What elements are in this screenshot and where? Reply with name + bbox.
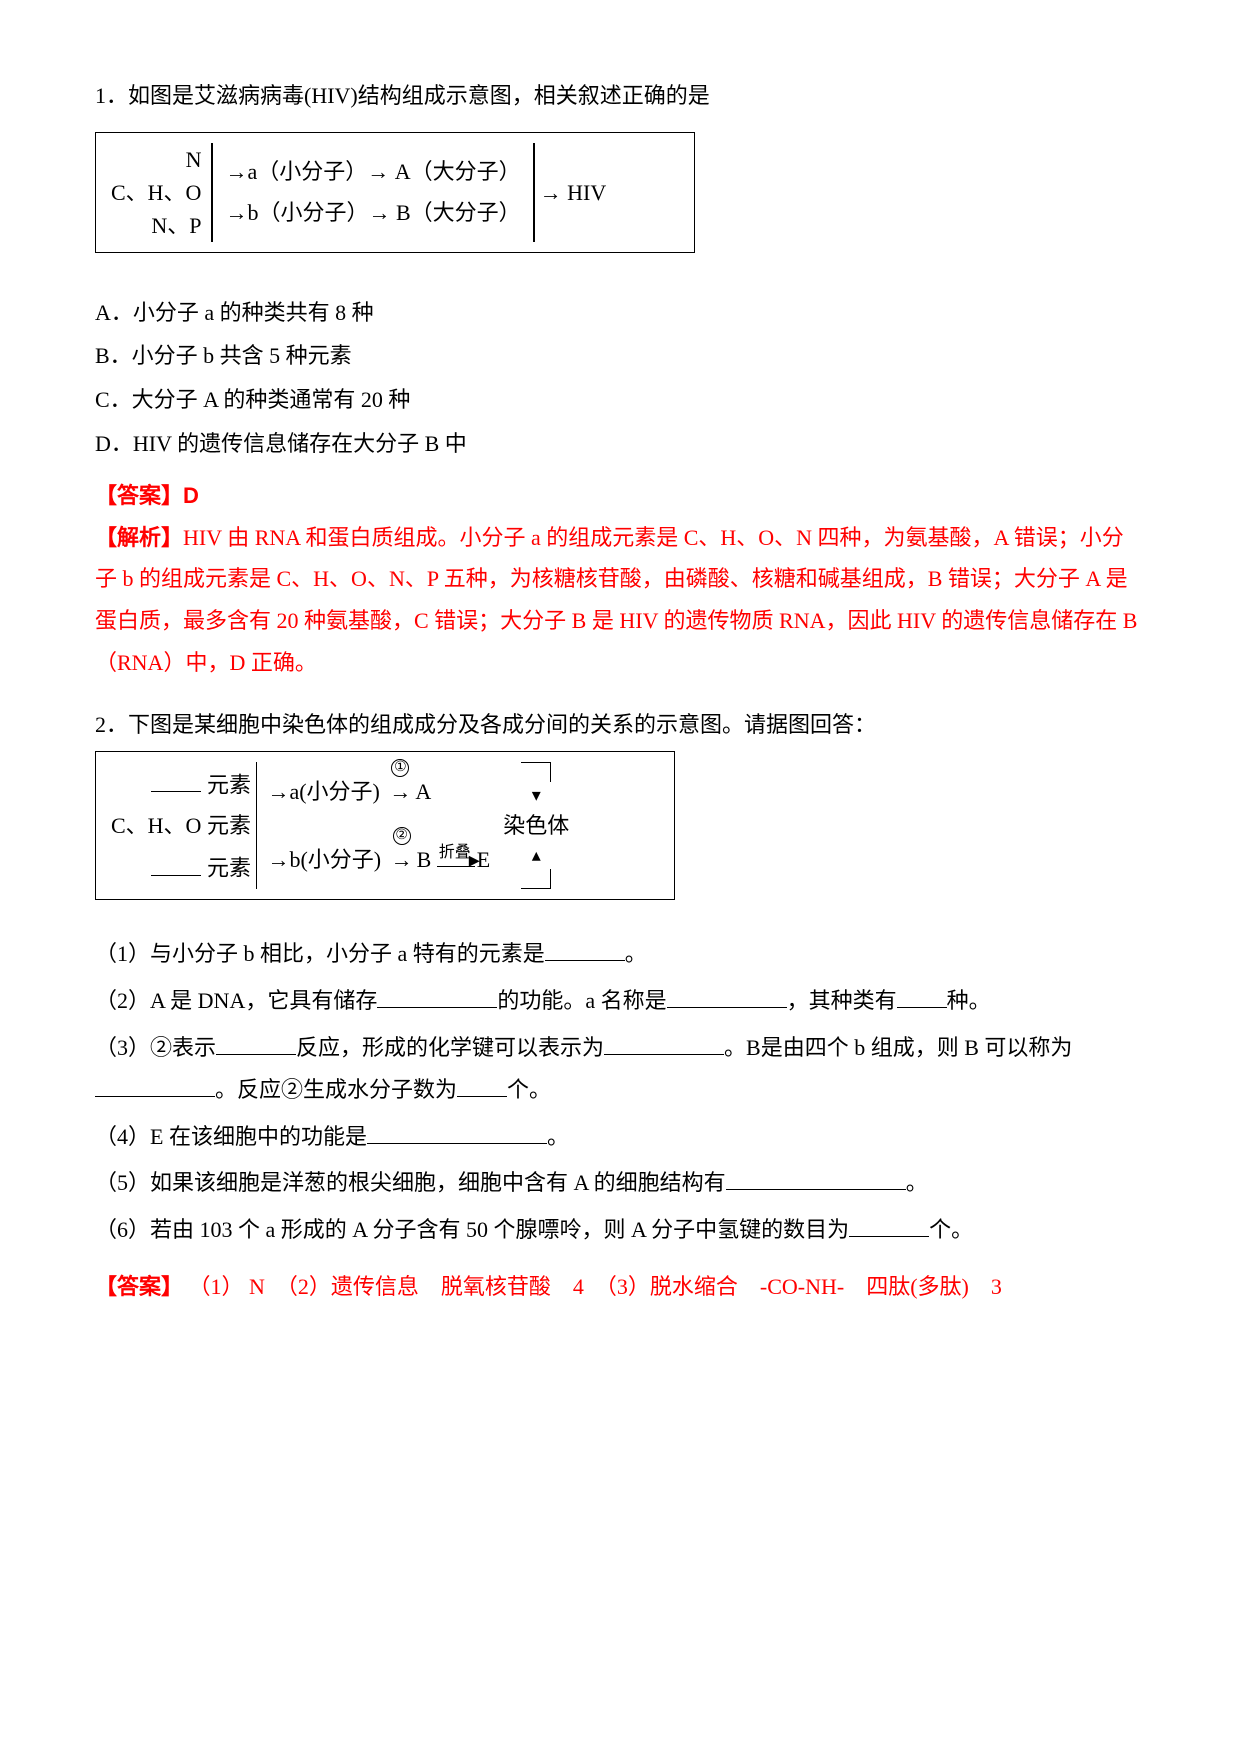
q2-answer-line: 【答案】 （1） N （2）遗传信息 脱氧核苷酸 4 （3）脱水缩合 -CO-N… (95, 1266, 1145, 1308)
fold-label: 折叠 (439, 841, 471, 865)
option-C: C．大分子 A 的种类通常有 20 种 (95, 379, 1145, 421)
blank (367, 1117, 547, 1143)
q1-answer: D (183, 483, 199, 508)
answer-label: 【答案】 (95, 483, 183, 508)
d1-CHO: C、H、O (111, 180, 201, 205)
blank-elem-top (151, 766, 201, 792)
option-A: A．小分子 a 的种类共有 8 种 (95, 292, 1145, 334)
option-B: B．小分子 b 共含 5 种元素 (95, 335, 1145, 377)
d2-cho: C、H、O 元素 (111, 813, 251, 838)
circled-1: ① (391, 759, 409, 777)
q1-options: A．小分子 a 的种类共有 8 种 B．小分子 b 共含 5 种元素 C．大分子… (95, 292, 1145, 465)
d1-hiv: HIV (567, 180, 606, 205)
arrow: → (225, 159, 247, 184)
circled-2: ② (393, 827, 411, 845)
d2-b: b(小分子) (289, 847, 381, 872)
q2-p3: （3）②表示反应，形成的化学键可以表示为。B是由四个 b 组成，则 B 可以称为… (95, 1027, 1145, 1111)
q2-p5: （5）如果该细胞是洋葱的根尖细胞，细胞中含有 A 的细胞结构有。 (95, 1162, 1145, 1204)
d2-A: A (415, 779, 431, 804)
d2-B: B (417, 847, 432, 872)
blank (457, 1070, 507, 1096)
blank (216, 1029, 296, 1055)
d1-a: a（小分子） (247, 159, 367, 184)
d1-NP: N、P (151, 213, 201, 238)
q1-analysis-text: HIV 由 RNA 和蛋白质组成。小分子 a 的组成元素是 C、H、O、N 四种… (95, 525, 1137, 675)
blank (545, 935, 625, 961)
q2-answer: （1） N （2）遗传信息 脱氧核苷酸 4 （3）脱水缩合 -CO-NH- 四肽… (189, 1274, 1002, 1299)
d2-chrom: 染色体 (503, 809, 569, 842)
d2-a: a(小分子) (289, 779, 379, 804)
d1-B: B（大分子） (396, 200, 521, 225)
option-D: D．HIV 的遗传信息储存在大分子 B 中 (95, 423, 1145, 465)
blank (95, 1070, 215, 1096)
d1-b: b（小分子） (247, 200, 368, 225)
d1-N: N (186, 147, 202, 172)
q2-p6: （6）若由 103 个 a 形成的 A 分子含有 50 个腺嘌呤，则 A 分子中… (95, 1209, 1145, 1251)
blank (726, 1164, 906, 1190)
blank-elem-bot (151, 849, 201, 875)
blank (604, 1029, 724, 1055)
q1-analysis: 【解析】HIV 由 RNA 和蛋白质组成。小分子 a 的组成元素是 C、H、O、… (95, 517, 1145, 684)
blank (849, 1211, 929, 1237)
q2-diagram: 元素 →a(小分子) ① → A →b(小分子) ② → B (95, 751, 675, 900)
analysis-label: 【解析】 (95, 525, 183, 550)
d1-A: A（大分子） (395, 159, 521, 184)
blank (377, 982, 497, 1008)
q2-intro: 2．下图是某细胞中染色体的组成成分及各成分间的关系的示意图。请据图回答： (95, 704, 1145, 746)
blank (897, 982, 947, 1008)
q1-intro: 1．如图是艾滋病病毒(HIV)结构组成示意图，相关叙述正确的是 (95, 75, 1145, 117)
q2-p4: （4）E 在该细胞中的功能是。 (95, 1116, 1145, 1158)
q1-answer-line: 【答案】D (95, 475, 1145, 517)
q2-p2: （2）A 是 DNA，它具有储存的功能。a 名称是，其种类有种。 (95, 980, 1145, 1022)
blank (667, 982, 787, 1008)
q2-p1: （1）与小分子 b 相比，小分子 a 特有的元素是。 (95, 933, 1145, 975)
q1-diagram: N →a（小分子）→ A（大分子） →b（小分子）→ B（大分子） → HIV … (95, 132, 695, 253)
answer-label: 【答案】 (95, 1274, 183, 1299)
